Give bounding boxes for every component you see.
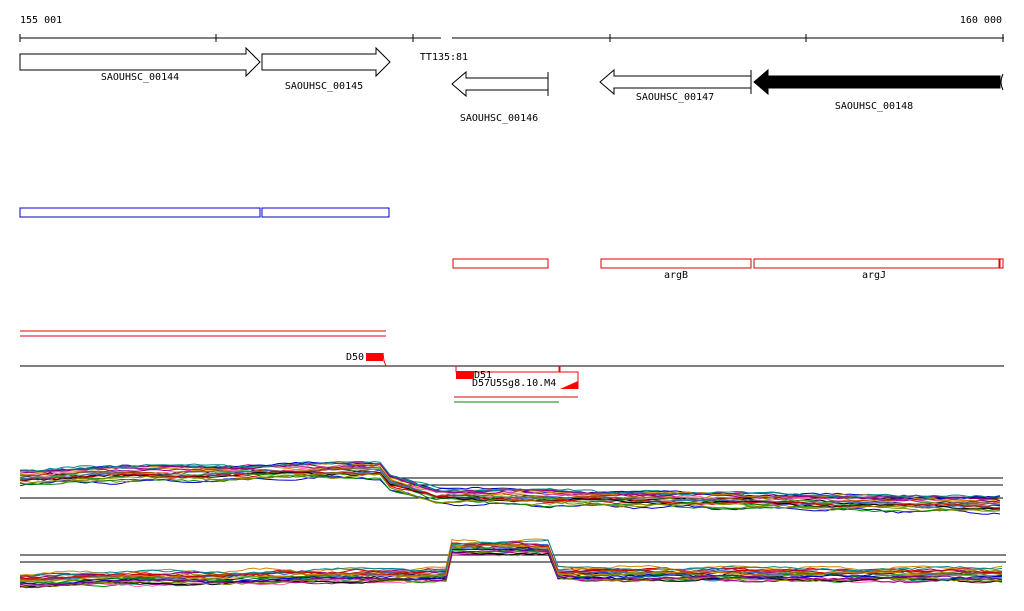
operon-box-argJ[interactable] [753,258,1000,269]
tss-track: D50 D51 D57 U5Sg8.10.M4 [20,352,1004,403]
expression-profile-line [20,461,1001,502]
gene-track: SAOUHSC_00144 SAOUHSC_00145 SAOUHSC_0014… [19,46,1004,124]
operon-label-argB: argB [664,270,688,281]
red-operon-track: argB argJ [452,258,1004,281]
gene-SAOUHSC_00145[interactable]: SAOUHSC_00145 [261,46,391,92]
feature-d51-block[interactable] [456,371,474,379]
feature-tss-triangle[interactable] [560,381,578,389]
expression-profile-line [19,548,1003,586]
gene-truncation-mark [997,75,1001,89]
gene-label: SAOUHSC_00144 [101,72,179,83]
gene-arrow-reverse-filled[interactable] [753,68,1001,96]
gene-arrow-reverse[interactable] [599,68,752,96]
gene-label: SAOUHSC_00146 [460,113,538,124]
operon-label-argJ: argJ [862,270,886,281]
expression-profile-line [19,548,1003,585]
expression-profile-line [19,551,1003,588]
transcript-track [20,330,386,337]
gene-label: SAOUHSC_00147 [636,92,714,103]
feature-overlap-label: U5Sg8.10.M4 [490,378,556,389]
gene-SAOUHSC_00144[interactable]: SAOUHSC_00144 [19,46,261,83]
gene-arrow-forward[interactable] [261,46,391,78]
feature-bracket [455,366,560,373]
gene-SAOUHSC_00147[interactable]: SAOUHSC_00147 [599,68,752,103]
expression-profile-line [19,549,1003,588]
gene-label: SAOUHSC_00148 [835,101,913,112]
expression-track-1 [19,461,1003,515]
expression-profile-line [19,472,1001,512]
gene-truncation-mark [1000,73,1004,91]
feature-label-d51: D51 [474,370,492,381]
operon-box[interactable] [999,258,1004,269]
gene-arrow-forward[interactable] [19,46,261,78]
expression-profile-line [19,544,1003,582]
feature-d50-block[interactable] [366,353,383,361]
blue-operon-track [19,207,390,218]
feature-label-d50: D50 [346,352,364,363]
operon-box[interactable] [19,207,261,218]
operon-box[interactable] [261,207,390,218]
coordinate-ruler: 155 001 160 000 [19,15,1004,42]
gene-SAOUHSC_00148[interactable]: SAOUHSC_00148 [753,68,1004,112]
gene-arrow-reverse[interactable] [451,70,549,98]
operon-box-argB[interactable] [600,258,752,269]
expression-profile-line [19,461,1001,499]
gene-label: SAOUHSC_00145 [285,81,363,92]
expression-profile-line [19,463,1001,502]
expression-profile-line [19,539,1003,577]
operon-box[interactable] [452,258,549,269]
terminator-label: TT135:81 [420,52,468,63]
expression-profile-line [19,470,1001,509]
feature-d50-tail [382,352,387,367]
feature-bracket [559,366,579,389]
feature-label-d57: D57 [472,378,490,389]
ruler-end-label: 160 000 [960,15,1002,26]
gene-SAOUHSC_00146[interactable]: SAOUHSC_00146 [451,70,549,124]
expression-track-2 [19,538,1006,589]
ruler-start-label: 155 001 [20,15,62,26]
